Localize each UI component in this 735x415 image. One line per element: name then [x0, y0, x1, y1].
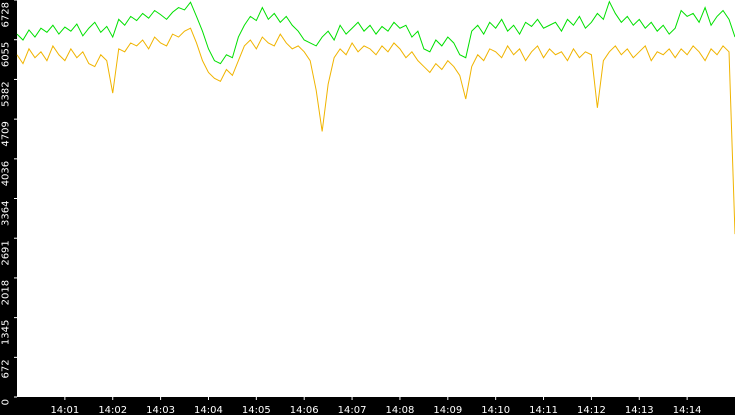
x-tick-label: 14:05	[242, 405, 271, 415]
plot-area	[17, 0, 735, 397]
y-tick-label: 6728	[0, 2, 11, 27]
x-tick-label: 14:02	[98, 405, 127, 415]
series-line	[16, 27, 735, 235]
x-tick-label: 14:04	[194, 405, 223, 415]
y-tick-label: 3364	[0, 201, 11, 226]
y-tick-label: 2018	[0, 280, 11, 305]
x-tick-label: 14:14	[673, 405, 702, 415]
x-tick-label: 14:08	[386, 405, 415, 415]
x-tick-label: 14:12	[577, 405, 606, 415]
y-tick-label: 4709	[0, 121, 11, 146]
y-tick-label: 672	[0, 359, 11, 378]
x-tick-label: 14:09	[433, 405, 462, 415]
y-tick-label: 6055	[0, 42, 11, 67]
y-tick-label: 0	[0, 399, 11, 405]
x-tick-label: 14:10	[481, 405, 510, 415]
y-tick-label: 1345	[0, 320, 11, 345]
y-tick-label: 4036	[0, 161, 11, 186]
x-tick-label: 14:06	[290, 405, 319, 415]
x-tick-label: 14:11	[529, 405, 558, 415]
x-tick-label: 14:13	[625, 405, 654, 415]
x-tick-label: 14:03	[146, 405, 175, 415]
series-line	[16, 0, 735, 65]
x-tick-label: 14:01	[50, 405, 79, 415]
x-tick-label: 14:07	[338, 405, 367, 415]
y-tick-label: 5382	[0, 81, 11, 106]
y-tick-label: 2691	[0, 240, 11, 265]
